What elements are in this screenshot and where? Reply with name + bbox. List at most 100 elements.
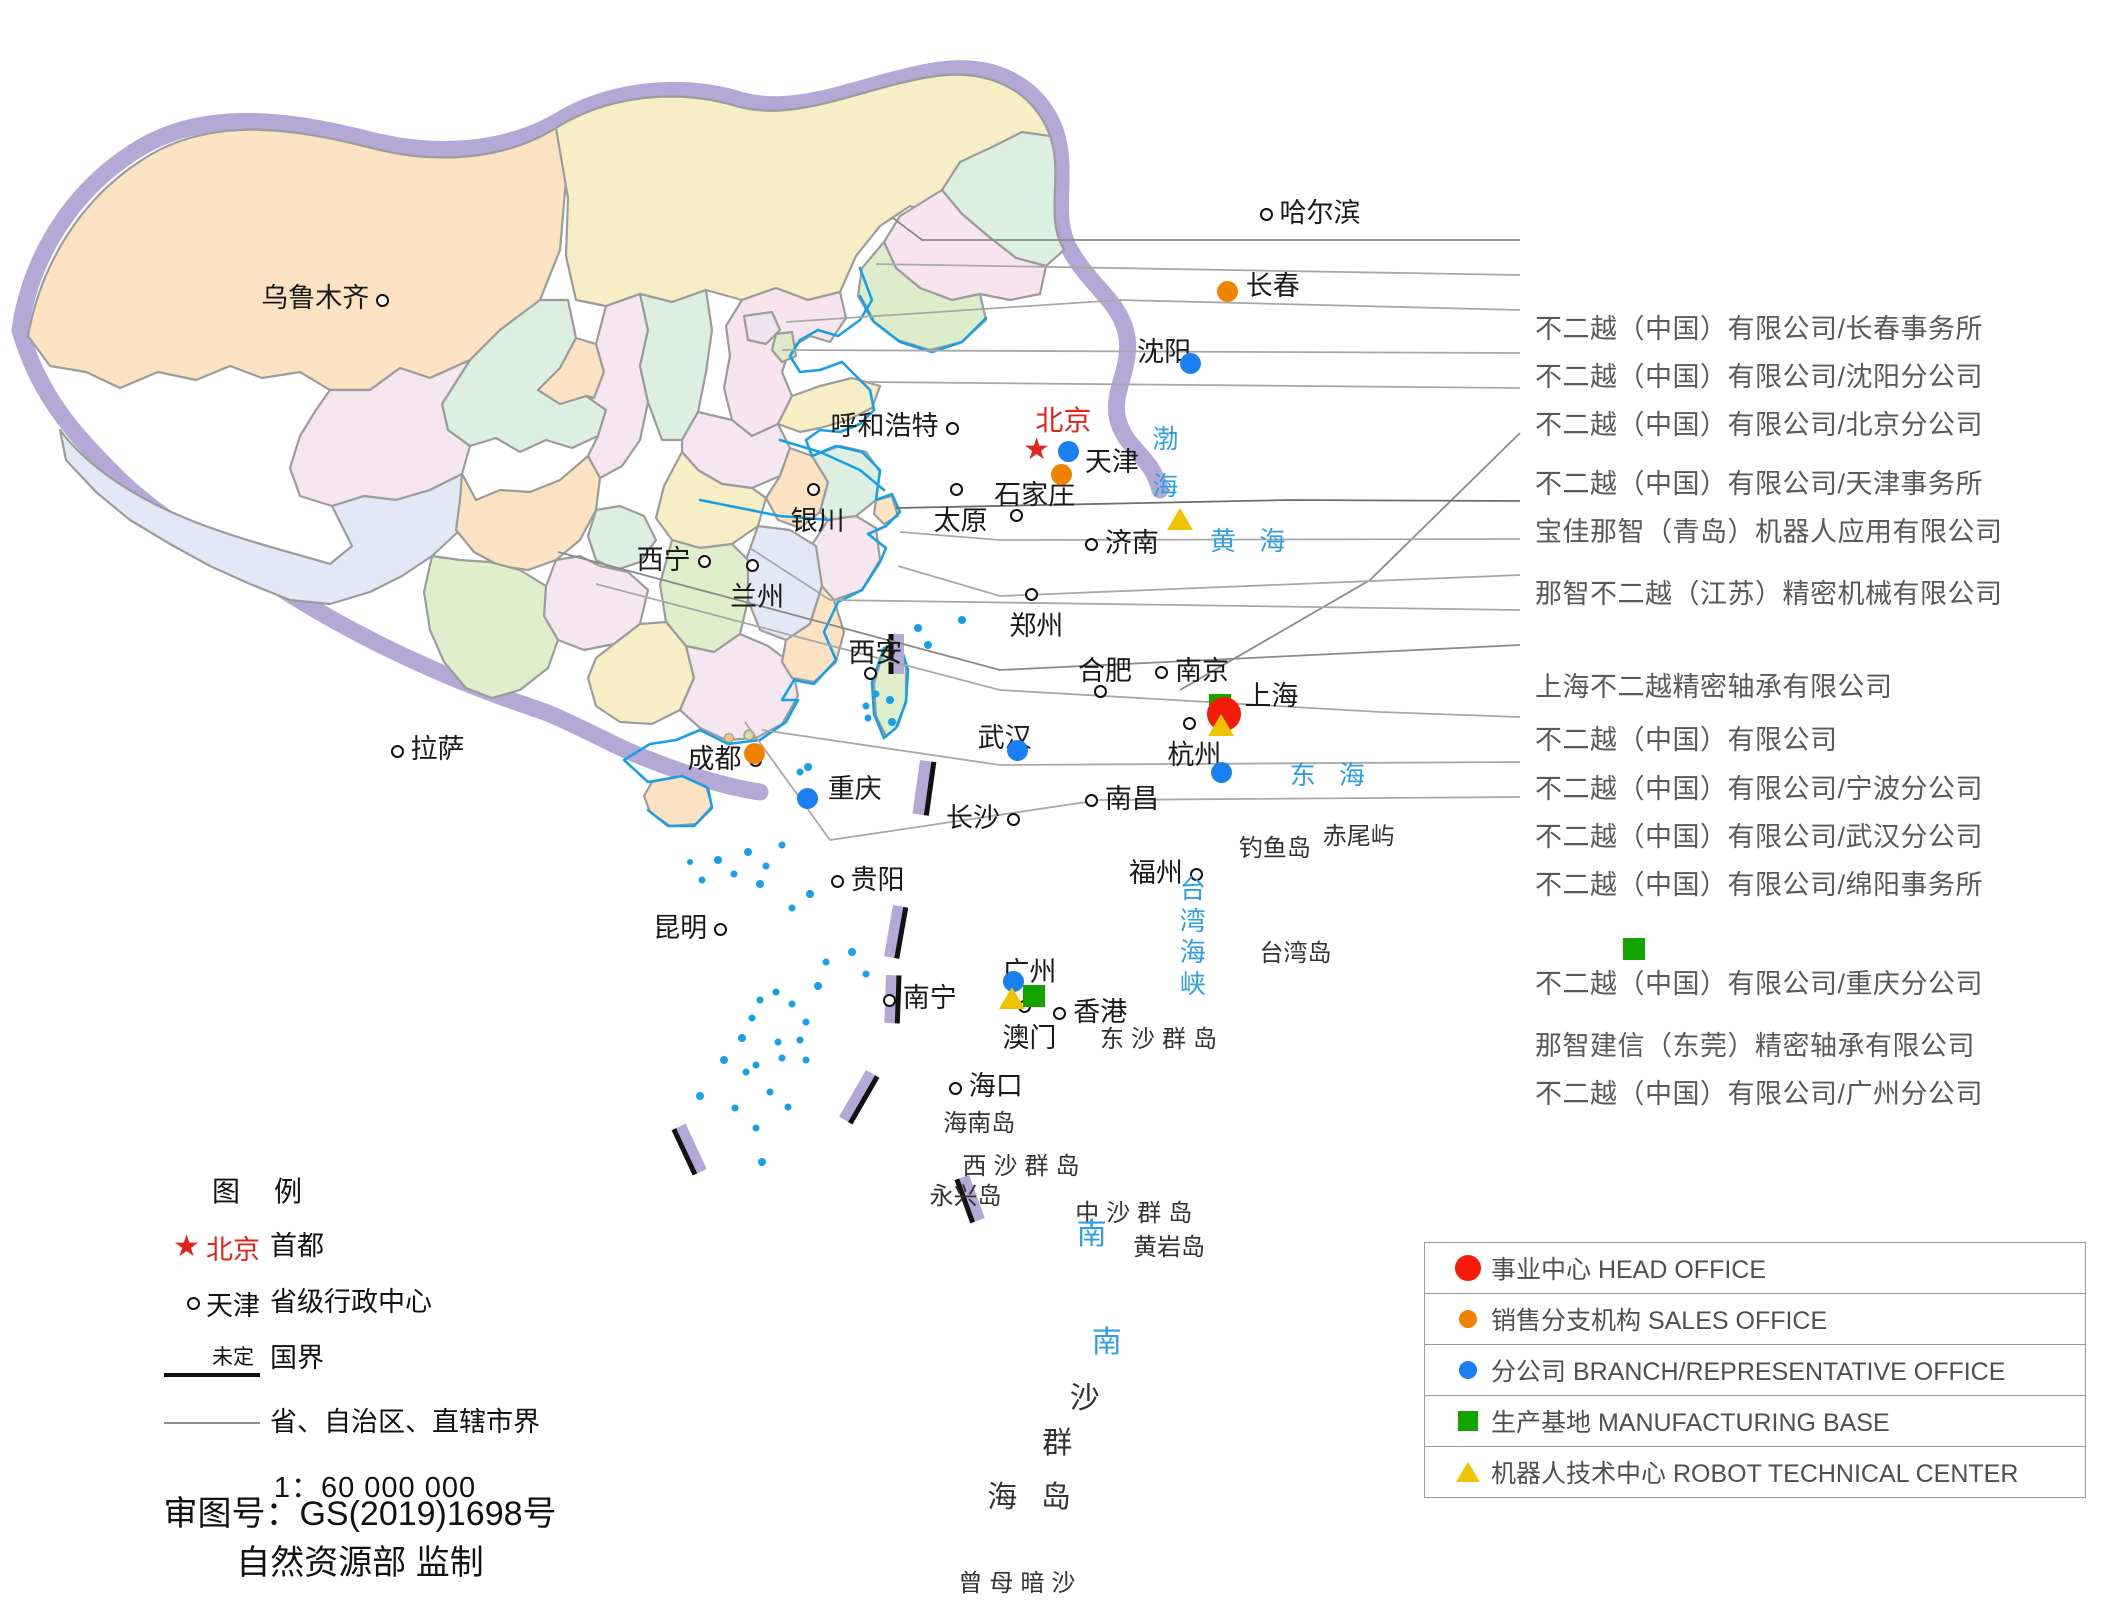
city-name: 贵阳 [850,864,905,895]
city-name: 杭州 [1167,739,1222,770]
marker-shenyang[interactable] [1180,352,1202,374]
city-name: 西宁 [636,544,691,575]
city-name: 哈尔滨 [1279,198,1361,228]
callout-label-2: 不二越（中国）有限公司/北京分公司 [1535,409,1984,440]
circle-outline-icon [945,421,959,435]
yellow-triangle-icon [1456,1462,1480,1482]
marker-jiangsu-mfg[interactable] [1622,937,1645,960]
facility-legend-label: 生产基地 MANUFACTURING BASE [1491,1409,1890,1437]
red-circle-icon [1455,1255,1481,1281]
city-label-12: 兰州 [730,558,785,614]
callout-label-9: 不二越（中国）有限公司/武汉分公司 [1535,822,1984,853]
city-name: 拉萨 [410,734,465,765]
facility-legend-row-3[interactable]: 生产基地 MANUFACTURING BASE [1425,1396,2085,1447]
circle-outline-icon [864,667,878,680]
circle-outline-icon [1094,684,1107,698]
city-name: 海口 [968,1071,1023,1102]
circle-outline-icon [746,558,760,572]
facility-legend-row-0[interactable]: 事业中心 HEAD OFFICE [1425,1243,2085,1294]
marker-guangzhou-robot[interactable] [999,986,1025,1009]
city-name: 福州 [1128,858,1183,888]
facility-legend-symbol-cell [1445,1255,1491,1281]
south-china-sea-char-2: 沙 [1069,1381,1100,1415]
city-name: 石家庄 [994,479,1076,510]
city-label-8: 银川 [791,483,845,538]
facility-legend-row-1[interactable]: 销售分支机构 SALES OFFICE [1425,1294,2085,1345]
island-label-6: 永兴岛 [929,1183,1002,1211]
callout-label-12: 那智建信（东莞）精密轴承有限公司 [1535,1031,1975,1062]
city-label-2: 长春 [1246,264,1300,303]
island-label-2: 台湾岛 [1259,939,1332,967]
island-label-5: 西沙群岛 [962,1152,1087,1180]
south-china-sea-char-3: 群 [1042,1427,1073,1461]
island-label-0: 钓鱼岛 [1238,835,1311,863]
city-label-20: 杭州 [1167,716,1222,772]
island-label-9: 曾母暗沙 [958,1569,1083,1597]
facility-legend-symbol-cell [1445,1361,1491,1379]
city-name: 乌鲁木齐 [261,283,370,314]
marker-dongguan-mfg[interactable] [1023,984,1045,1007]
marker-mianyang[interactable] [744,743,766,764]
facility-legend-row-4[interactable]: 机器人技术中心 ROBOT TECHNICAL CENTER [1425,1447,2085,1497]
circle-outline-icon [1053,1007,1067,1021]
facility-legend-row-2[interactable]: 分公司 BRANCH/REPRESENTATIVE OFFICE [1425,1345,2085,1396]
circle-outline-icon [1084,794,1098,808]
map-legend: 图例 ★ 北京 首都 天津 省级行政中心 未定 国界 [150,1170,570,1506]
callout-label-13: 不二越（中国）有限公司/广州分公司 [1535,1079,1984,1110]
island-label-1: 赤尾屿 [1322,822,1395,850]
marker-chongqing[interactable] [796,788,818,810]
legend-row-provincial-center: 天津 省级行政中心 [150,1284,570,1322]
marker-wuhan[interactable] [1007,740,1028,762]
city-label-10: 济南 [1084,521,1159,560]
green-square-icon [1458,1411,1478,1431]
callout-label-4: 宝佳那智（青岛）机器人应用有限公司 [1535,517,2003,547]
legend-row-capital: ★ 北京 首都 [150,1228,570,1266]
circle-outline-icon [1084,538,1098,552]
legend-national-boundary-symbol: 未定 [150,1340,270,1378]
city-label-5: 北京 [1035,399,1091,439]
marker-beijing[interactable] [1057,440,1079,462]
city-name: 济南 [1104,528,1159,558]
sea-label-3: 东 海 [1289,759,1373,790]
city-name: 香港 [1073,996,1128,1027]
circle-outline-icon [882,993,896,1007]
marker-tianjin[interactable] [1051,463,1072,485]
city-label-14: 西安 [848,631,902,680]
callout-label-10: 不二越（中国）有限公司/绵阳事务所 [1535,870,1984,901]
marker-changchun[interactable] [1217,281,1239,302]
marker-beijing-capital[interactable]: ★ [1023,432,1051,466]
legend-provincial-symbol-group: 天津 [150,1284,270,1322]
city-label-13: 郑州 [1009,587,1064,643]
marker-qingdao[interactable] [1166,508,1193,531]
sea-label-5: 湾 [1179,905,1214,936]
city-label-18: 拉萨 [390,727,465,766]
marker-shanghai-robot[interactable] [1208,714,1234,737]
city-name: 北京 [1035,404,1092,436]
callout-label-8: 不二越（中国）有限公司/宁波分公司 [1535,774,1984,805]
city-label-32: 海口 [948,1064,1023,1103]
circle-outline-icon [714,923,728,937]
city-name: 兰州 [730,581,785,612]
callout-label-0: 不二越（中国）有限公司/长春事务所 [1535,313,1984,344]
city-name: 郑州 [1009,610,1064,641]
legend-capital-symbol-group: ★ 北京 [150,1228,270,1266]
legend-capital-city-name: 北京 [206,1234,260,1265]
sea-label-4: 台 [1179,873,1214,904]
facility-legend-symbol-cell [1445,1462,1491,1482]
marker-ningbo[interactable] [1210,762,1232,784]
circle-outline-icon [390,744,404,758]
circle-outline-icon [1007,813,1020,827]
south-china-sea-char-1: 南 [1091,1325,1122,1359]
south-china-sea-char-4: 海 [987,1480,1018,1514]
legend-provincial-city-name: 天津 [206,1290,260,1321]
orange-circle-icon [1459,1310,1477,1328]
province-boundary-line-icon [164,1422,260,1424]
circle-outline-icon [948,1081,962,1095]
city-name: 澳门 [1002,1023,1057,1053]
city-label-26: 福州 [1129,851,1203,890]
circle-outline-icon [697,554,711,568]
city-name: 南昌 [1104,783,1159,814]
provinces [26,73,1066,828]
legend-row-province-boundary: 省、自治区、直辖市界 [150,1404,570,1442]
